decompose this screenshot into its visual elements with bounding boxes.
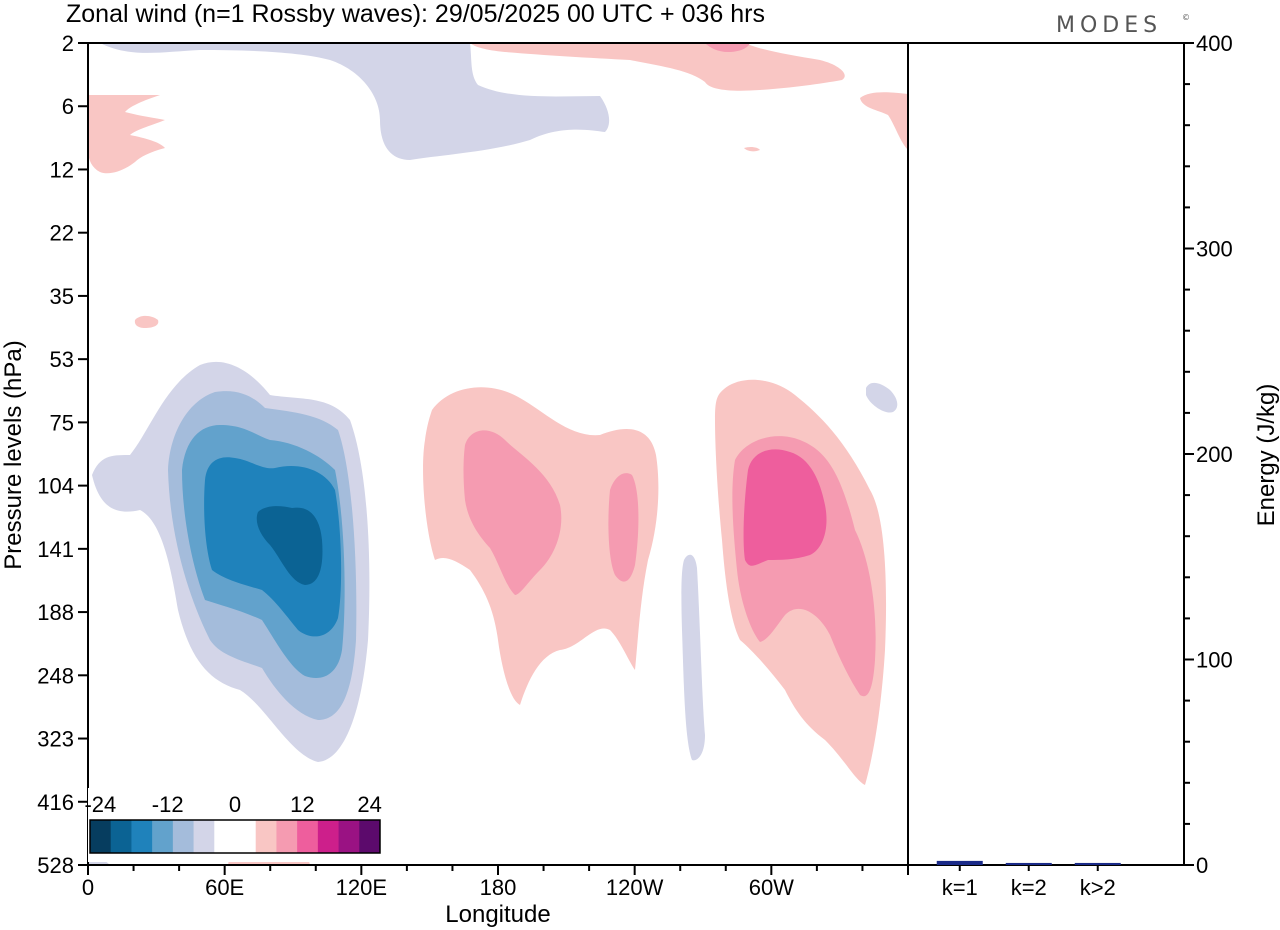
colorbar-swatch — [235, 820, 257, 853]
colorbar-swatch — [193, 820, 215, 853]
x-tick-label: 60E — [205, 875, 244, 900]
colorbar-label: 0 — [229, 792, 241, 817]
bar-panel-frame — [907, 42, 1185, 866]
y-tick-label: 528 — [37, 853, 74, 878]
y-axis-title: Pressure levels (hPa) — [0, 340, 27, 569]
colorbar-swatch — [317, 820, 339, 853]
x-tick-label: 0 — [82, 875, 94, 900]
chart-title: Zonal wind (n=1 Rossby waves): 29/05/202… — [66, 0, 765, 28]
contour-neg-patch-2 — [681, 554, 705, 761]
y-tick-label: 188 — [37, 600, 74, 625]
y-tick-label: 6 — [62, 94, 74, 119]
y-tick-label: 416 — [37, 790, 74, 815]
y-tick-label: 22 — [50, 221, 74, 246]
colorbar-swatch — [276, 820, 298, 853]
contour-neg-level-5 — [256, 506, 323, 585]
contour-pos-level-3 — [743, 449, 827, 566]
colorbar-swatch — [90, 820, 112, 853]
colorbar-swatch — [214, 820, 236, 853]
y-tick-label: 248 — [37, 663, 74, 688]
contour-neg-patch-1 — [866, 382, 898, 413]
colorbar-label: -12 — [152, 792, 184, 817]
y-tick-label: 2 — [62, 31, 74, 56]
brand-copyright-mark: © — [1182, 13, 1190, 22]
colorbar-label: -24 — [84, 792, 116, 817]
colorbar-swatch — [172, 820, 194, 853]
brand-logo: MODES — [1056, 13, 1162, 38]
contour-pos-patch-2 — [744, 146, 760, 152]
energy-axis-title: Energy (J/kg) — [1253, 384, 1280, 527]
y-tick-label: 141 — [37, 537, 74, 562]
energy-tick-label: 0 — [1196, 853, 1208, 878]
energy-tick-label: 200 — [1196, 442, 1233, 467]
colorbar-outline — [89, 819, 381, 854]
x-tick-label: 120E — [336, 875, 387, 900]
contour-pos-level-2b — [608, 473, 639, 582]
colorbar-swatch — [297, 820, 319, 853]
colorbar-swatch — [359, 820, 381, 853]
energy-tick-label: 100 — [1196, 648, 1233, 673]
y-tick-label: 53 — [50, 347, 74, 372]
x-tick-label: 180 — [480, 875, 517, 900]
y-tick-label: 323 — [37, 727, 74, 752]
colorbar-swatch — [255, 820, 277, 853]
y-tick-label: 12 — [50, 157, 74, 182]
x-tick-label: 120W — [606, 875, 664, 900]
contour-pos-top — [470, 43, 845, 91]
energy-category-label: k=1 — [942, 875, 978, 900]
energy-tick-label: 400 — [1196, 31, 1233, 56]
colorbar-swatches — [89, 819, 381, 854]
colorbar-swatch — [110, 820, 132, 853]
colorbar-label: 24 — [357, 792, 381, 817]
y-tick-label: 75 — [50, 410, 74, 435]
energy-bar — [936, 860, 983, 865]
x-tick-label: 60W — [749, 875, 794, 900]
energy-bar — [1005, 862, 1052, 865]
contour-field — [88, 43, 908, 865]
colorbar-label: 12 — [290, 792, 314, 817]
energy-bar — [1074, 862, 1121, 865]
energy-bars: k=1 k=2 k>2 — [936, 860, 1121, 900]
colorbar-swatch — [131, 820, 153, 853]
x-axis-title: Longitude — [445, 901, 550, 928]
contour-pos-level-2a — [463, 430, 562, 595]
colorbar: -24 -12 0 12 24 — [84, 788, 384, 862]
contour-pos-right-upper — [860, 92, 908, 150]
energy-category-label: k>2 — [1080, 875, 1116, 900]
colorbar-labels: -24 -12 0 12 24 — [84, 792, 381, 817]
y-tick-label: 104 — [37, 474, 74, 499]
colorbar-swatch — [338, 820, 360, 853]
contour-pos-top-core — [705, 43, 750, 52]
energy-category-label: k=2 — [1011, 875, 1047, 900]
y-tick-label: 35 — [50, 284, 74, 309]
colorbar-swatch — [152, 820, 174, 853]
energy-tick-label: 300 — [1196, 237, 1233, 262]
contour-pos-left-upper — [88, 95, 165, 174]
contour-neg-top — [100, 43, 610, 160]
contour-pos-patch-1 — [134, 315, 159, 328]
